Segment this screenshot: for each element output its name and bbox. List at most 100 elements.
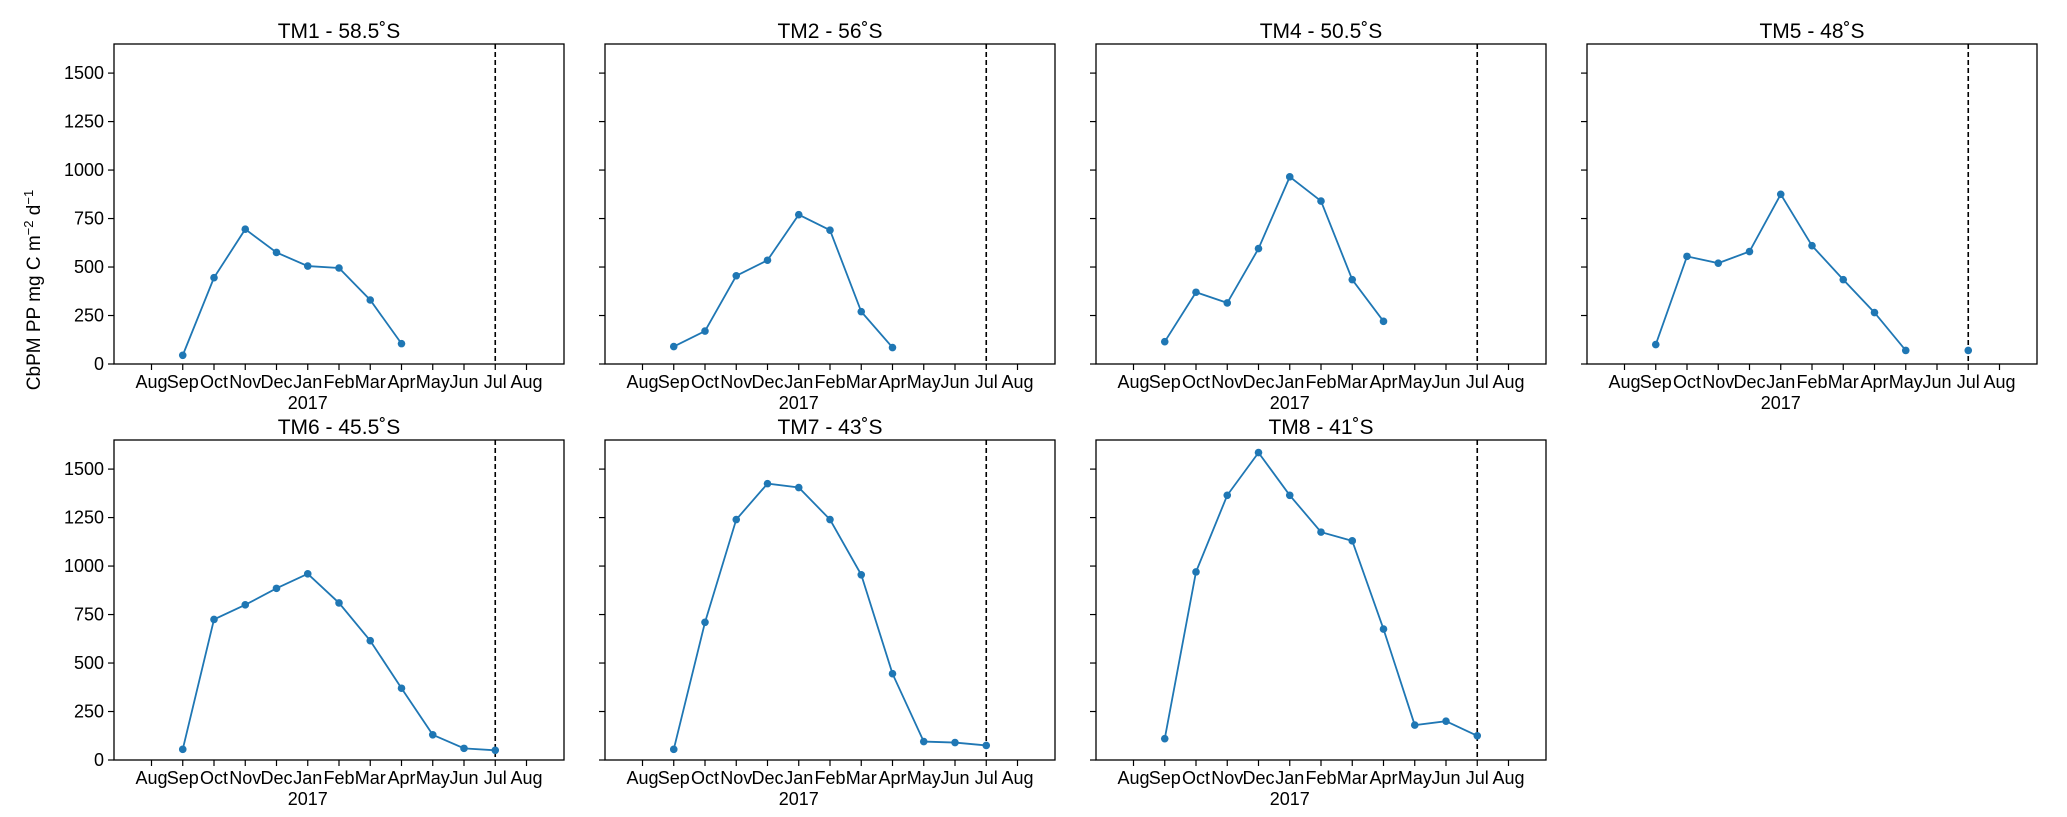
data-point [178,351,187,360]
x-tick-label: Aug [510,372,542,392]
x-tick-label: Jan [1275,372,1304,392]
series-line [1654,192,1907,351]
x-tick-label: May [1889,372,1923,392]
x-tick-label: Jan [1275,768,1304,788]
y-tick-label: 0 [94,750,104,770]
x-tick-label: Mar [355,372,386,392]
data-point [460,744,468,753]
x-tick-label: Aug [1001,372,1033,392]
data-point [210,273,218,282]
x-tick-label: Apr [878,768,906,788]
x-tick-label: Oct [691,768,719,788]
data-point [732,271,741,280]
y-tick-label: 0 [94,354,104,374]
data-point [794,483,803,492]
x-tick-label: Apr [1860,372,1888,392]
plot-frame [1095,439,1547,761]
y-tick-label: 750 [74,209,104,229]
panel-title: TM6 - 45.5˚S [278,416,401,439]
y-axis-label-sup1: −2 [21,221,36,236]
x-tick-label: Mar [846,768,877,788]
x-tick-label: May [907,372,941,392]
data-point [857,307,866,316]
data-point [826,515,834,524]
data-point [1714,259,1723,267]
series-line [673,213,894,349]
data-point [397,339,406,348]
data-point [491,746,500,755]
x-tick-label: Apr [387,372,415,392]
x-tick-label: Jun [1431,372,1460,392]
x-tick-label: Feb [323,372,354,392]
x-tick-label: Aug [1608,372,1640,392]
y-tick-label: 1250 [64,508,104,528]
x-tick-label: Aug [510,768,542,788]
x-axis-label: 2017 [1270,789,1310,809]
x-tick-label: Dec [751,768,783,788]
x-tick-label: Aug [1492,372,1524,392]
data-point [1254,244,1263,253]
data-point [1839,275,1848,284]
x-tick-label: Aug [1492,768,1524,788]
x-tick-label: May [1398,768,1432,788]
x-tick-label: Jul [975,768,998,788]
x-tick-label: Oct [200,372,228,392]
data-point [982,741,991,750]
x-tick-label: Apr [878,372,906,392]
data-point [1651,340,1660,349]
data-point [1160,337,1169,346]
x-tick-label: Jul [1957,372,1980,392]
data-point [763,256,772,265]
y-tick-label: 1250 [64,112,104,132]
data-point [1473,731,1482,740]
plot-frame [1586,43,2038,365]
panel-title: TM4 - 50.5˚S [1260,20,1383,43]
data-point [366,636,375,645]
data-point [1870,308,1879,317]
y-tick-label: 1500 [64,459,104,479]
data-point [826,226,834,234]
x-tick-label: Dec [751,372,783,392]
data-point [1254,448,1263,457]
data-point [272,584,281,593]
x-tick-label: Feb [1305,372,1336,392]
x-tick-label: Apr [1369,768,1397,788]
data-point [701,327,709,335]
data-point [1410,721,1419,729]
data-point [669,342,678,351]
x-tick-label: Nov [1702,372,1734,392]
x-axis-label: 2017 [1761,393,1801,413]
data-point [1348,275,1357,284]
data-point [241,225,250,234]
x-tick-label: Nov [229,768,261,788]
plot-frame [604,43,1056,365]
panel-title: TM5 - 48˚S [1759,20,1864,43]
data-point [241,601,250,609]
data-point [1160,734,1169,743]
x-tick-label: Dec [260,768,292,788]
data-point [1442,717,1450,726]
x-axis-label: 2017 [779,393,819,413]
series-line [1163,175,1385,343]
data-point [1192,568,1200,576]
data-point [763,479,772,488]
data-point [888,343,897,352]
x-tick-label: Jun [1922,372,1951,392]
data-point [1683,252,1691,261]
x-tick-label: Nov [720,372,752,392]
panel-title: TM2 - 56˚S [777,20,882,43]
panel-title: TM8 - 41˚S [1268,416,1373,439]
x-tick-label: Feb [1796,372,1827,392]
data-point [366,296,375,304]
data-point [303,570,312,578]
x-axis-label: 2017 [1270,393,1310,413]
data-point [272,248,281,257]
x-tick-label: Jul [1466,768,1489,788]
